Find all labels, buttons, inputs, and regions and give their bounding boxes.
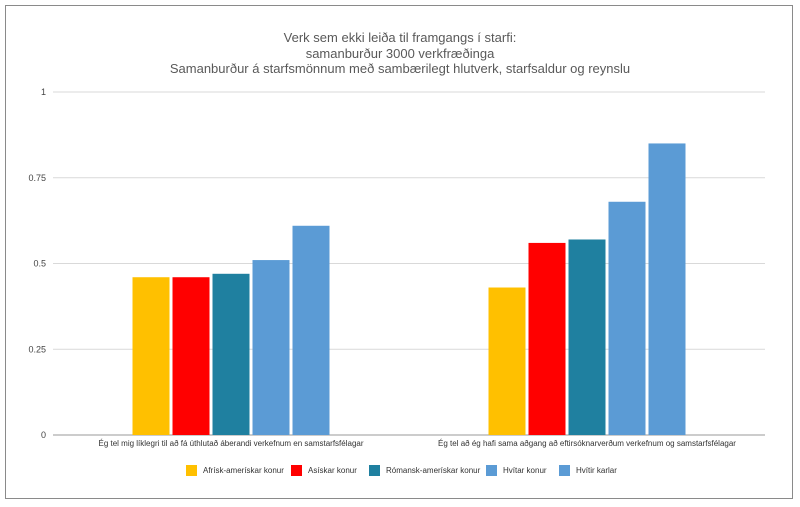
- bar: [568, 239, 606, 435]
- legend-swatch: [186, 464, 197, 476]
- legend-label: Hvítar konur: [503, 465, 547, 475]
- legend-swatch: [559, 464, 570, 476]
- y-tick-label: 0: [41, 430, 46, 440]
- legend-swatch: [369, 464, 380, 476]
- x-category-label: Ég tel mig líklegri til að fá úthlutað á…: [98, 439, 363, 448]
- y-tick-label: 0.75: [28, 173, 46, 183]
- legend-label: Hvítir karlar: [576, 465, 617, 475]
- legend-swatch: [486, 464, 497, 476]
- bar: [608, 201, 646, 435]
- legend-label: Asískar konur: [308, 465, 357, 475]
- y-tick-label: 0.5: [33, 259, 46, 269]
- bar: [648, 143, 686, 435]
- y-tick-label: 0.25: [28, 344, 46, 354]
- chart-legend: Afrísk-amerískar konur Asískar konur Róman…: [0, 463, 800, 477]
- chart-title: Verk sem ekki leiða til framgangs í star…: [283, 30, 517, 45]
- bar: [212, 273, 250, 435]
- bar: [252, 260, 290, 435]
- bar: [488, 287, 526, 435]
- legend-label: Afrísk-amerískar konur: [203, 465, 284, 475]
- legend-item: Hvítar konur: [486, 463, 547, 477]
- legend-item: Asískar konur: [291, 463, 357, 477]
- bar: [528, 242, 566, 435]
- bar: [292, 225, 330, 435]
- chart-subtitle-2: Samanburður á starfsmönnum með sambærile…: [169, 61, 631, 76]
- legend-label: Rómansk-amerískar konur: [386, 465, 481, 475]
- bar: [132, 277, 170, 435]
- chart-subtitle: samanburður 3000 verkfræðinga: [305, 45, 495, 61]
- bar: [172, 277, 210, 435]
- x-category-label: Ég tel að ég hafi sama aðgang að eftirsó…: [438, 439, 736, 448]
- legend-item: Rómansk-amerískar konur: [369, 463, 480, 477]
- legend-item: Hvítir karlar: [559, 463, 617, 477]
- chart-titles: Verk sem ekki leiða til framgangs í star…: [0, 30, 800, 77]
- legend-item: Afrísk-amerískar konur: [186, 463, 284, 477]
- y-tick-label: 1: [41, 87, 46, 97]
- legend-swatch: [291, 464, 302, 476]
